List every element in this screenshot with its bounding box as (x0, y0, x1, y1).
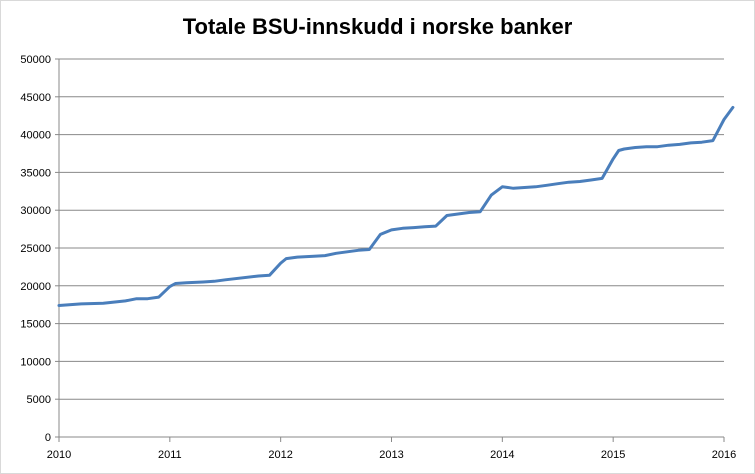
y-tick-label: 45000 (20, 92, 51, 104)
y-tick-label: 40000 (20, 130, 51, 142)
chart-title: Totale BSU-innskudd i norske banker (182, 14, 573, 39)
series-line (57, 105, 735, 307)
y-tick-label: 5000 (27, 394, 51, 406)
y-axis-ticks: 0 5000 10000 15000 20000 25000 30000 35000 40000… (20, 54, 59, 444)
x-tick-label: 2011 (158, 449, 182, 461)
x-tick-label: 2010 (47, 449, 71, 461)
y-tick-label: 20000 (20, 281, 51, 293)
y-tick-label: 50000 (20, 54, 51, 66)
y-tick-label: 30000 (20, 205, 51, 217)
x-tick-label: 2013 (379, 449, 403, 461)
x-tick-label: 2016 (712, 449, 736, 461)
x-tick-label: 2014 (490, 449, 514, 461)
y-tick-label: 10000 (20, 356, 51, 368)
x-tick-label: 2015 (601, 449, 625, 461)
x-axis-ticks: 2010 2011 2012 2013 2014 2015 2016 (47, 437, 736, 461)
series-group (57, 105, 735, 307)
x-tick-label: 2012 (268, 449, 292, 461)
y-tick-label: 35000 (20, 167, 51, 179)
y-tick-label: 0 (45, 432, 51, 444)
y-tick-label: 15000 (20, 319, 51, 331)
gridlines (59, 58, 724, 400)
axes (58, 59, 724, 438)
y-tick-label: 25000 (20, 243, 51, 255)
